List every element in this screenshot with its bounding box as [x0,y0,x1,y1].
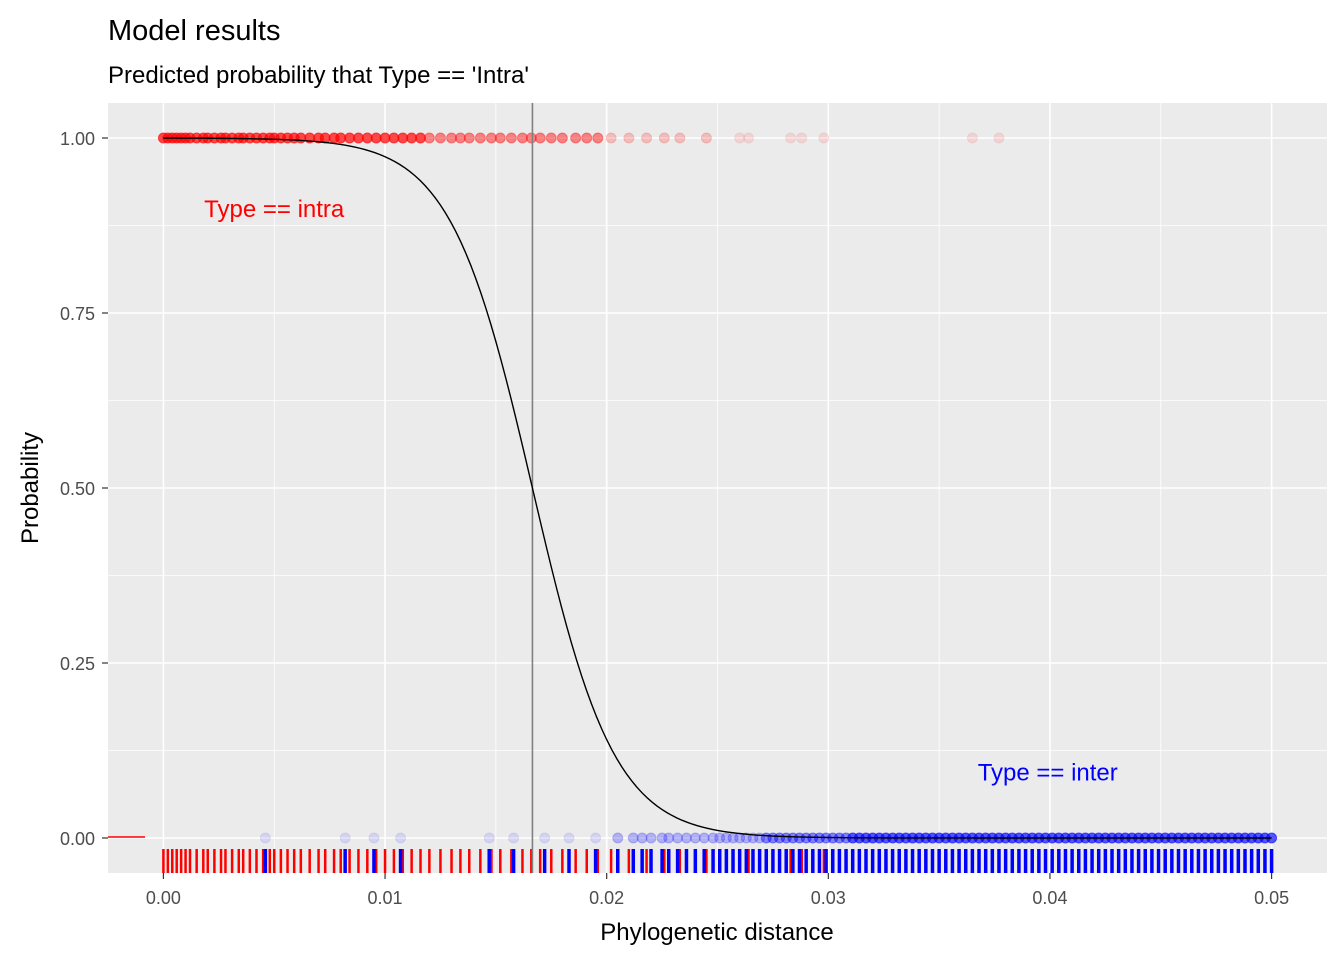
data-point-inter [680,832,692,844]
data-point-inter [627,832,639,844]
data-point-intra [818,132,830,144]
data-point-intra [605,132,617,144]
x-tick-label: 0.04 [1032,888,1067,908]
data-point-inter [689,832,701,844]
data-point-inter [787,832,799,844]
x-tick-label: 0.01 [368,888,403,908]
data-point-inter [794,832,806,844]
data-point-inter [740,832,752,844]
data-point-inter [539,832,551,844]
y-tick-label: 0.75 [60,304,95,324]
data-point-intra [525,132,537,144]
data-point-intra [545,132,557,144]
y-tick-label: 0.00 [60,829,95,849]
data-point-intra [581,132,593,144]
data-point-intra [556,132,568,144]
data-point-intra [570,132,582,144]
data-point-intra [623,132,635,144]
data-point-intra [966,132,978,144]
y-axis-label: Probability [17,432,44,544]
logistic-curve [163,137,1272,839]
data-point-intra [474,132,486,144]
data-point-intra [485,132,497,144]
annotations-layer: Type == intra Type == inter [204,196,1118,787]
data-point-inter [339,832,351,844]
data-point-intra [463,132,475,144]
data-point-intra [658,132,670,144]
data-point-inter [780,832,792,844]
data-point-inter [368,832,380,844]
data-point-inter [663,832,675,844]
y-tick-label: 0.50 [60,479,95,499]
data-point-inter [563,832,575,844]
data-point-inter [707,832,719,844]
grid-major [108,103,1327,873]
data-point-intra [454,132,466,144]
data-point-inter [483,832,495,844]
annotation-label: Type == inter [978,760,1118,787]
data-point-inter [395,832,407,844]
data-point-inter [714,832,726,844]
data-point-inter [800,832,812,844]
y-axis: 0.00 0.25 0.50 0.75 1.00 [60,129,108,849]
chart-title: Model results [108,15,280,47]
data-point-inter [656,832,668,844]
data-point-inter [636,832,648,844]
data-point-inter [645,832,657,844]
data-point-intra [423,132,435,144]
chart-subtitle: Predicted probability that Type == 'Intr… [108,62,529,89]
x-axis: 0.00 0.01 0.02 0.03 0.04 0.05 [146,873,1289,908]
data-point-intra [592,132,604,144]
data-point-intra [516,132,528,144]
x-tick-label: 0.02 [589,888,624,908]
x-tick-label: 0.05 [1254,888,1289,908]
x-tick-label: 0.03 [811,888,846,908]
data-point-intra [700,132,712,144]
x-tick-label: 0.00 [146,888,181,908]
annotation-label: Type == intra [204,196,345,223]
data-point-inter [698,832,710,844]
data-point-inter [612,832,624,844]
data-point-inter [259,832,271,844]
data-point-inter [774,832,786,844]
data-point-intra [674,132,686,144]
data-point-intra [641,132,653,144]
data-point-inter [720,832,732,844]
data-point-intra [743,132,755,144]
data-point-intra [785,132,797,144]
data-point-inter [590,832,602,844]
data-point-intra [505,132,517,144]
data-point-inter [672,832,684,844]
data-point-intra [494,132,506,144]
x-axis-label: Phylogenetic distance [600,919,833,946]
data-point-intra [434,132,446,144]
data-point-intra [796,132,808,144]
y-tick-label: 1.00 [60,129,95,149]
data-point-intra [415,132,427,144]
data-point-intra [446,132,458,144]
rug-layer [108,836,1274,873]
data-point-intra [534,132,546,144]
data-point-inter [508,832,520,844]
y-tick-label: 0.25 [60,654,95,674]
data-point-intra [993,132,1005,144]
data-point-intra [734,132,746,144]
